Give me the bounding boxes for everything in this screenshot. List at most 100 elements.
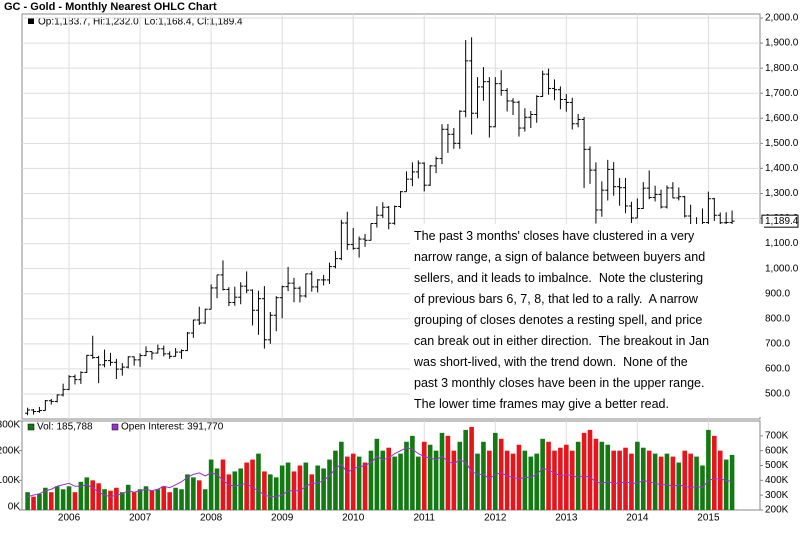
y-tick-label: 1,800.0 (765, 63, 799, 74)
volume-bar (593, 438, 599, 510)
y-tick-label: 1,400.0 (765, 163, 799, 174)
volume-bar (102, 489, 107, 510)
x-tick-label: 2009 (271, 513, 294, 524)
volume-bar (315, 465, 320, 510)
volume-bar (31, 496, 36, 510)
volume-bar (528, 456, 534, 510)
volume-bar (516, 444, 522, 510)
volume-bar (37, 493, 42, 510)
volume-bar (362, 462, 368, 510)
volume-bar (108, 490, 113, 510)
y-tick-label: 200K (0, 445, 20, 456)
annotation-line: narrow range, a sign of balance between … (414, 250, 706, 264)
volume-bar (463, 429, 468, 510)
volume-bar (161, 486, 167, 510)
volume-bar (640, 447, 646, 510)
volume-bar (635, 441, 640, 510)
volume-bar (173, 487, 178, 510)
volume-bar (670, 456, 676, 510)
volume-bar (652, 453, 658, 510)
volume-bar (575, 441, 581, 510)
volume-bar (96, 483, 101, 510)
x-tick-label: 2008 (200, 513, 223, 524)
annotation-line: The past 3 months' closes have clustered… (414, 229, 695, 243)
volume-bar (706, 429, 711, 510)
volume-bar (451, 450, 457, 510)
volume-bar (581, 432, 587, 510)
y2-tick-label: 400K (765, 475, 789, 486)
volume-bar (629, 453, 634, 510)
volume-bar (256, 453, 261, 510)
volume-bar (262, 471, 267, 510)
volume-bar (558, 447, 563, 510)
volume-bar (125, 484, 131, 510)
last-price-box (761, 214, 799, 228)
volume-bar (623, 447, 628, 510)
volume-bar (546, 441, 551, 510)
volume-bar (250, 459, 255, 510)
annotation: The past 3 months' closes have clustered… (410, 224, 764, 417)
volume-bar (439, 432, 445, 510)
volume-bar (492, 432, 498, 510)
annotation-line: was short-lived, with the trend down. No… (414, 355, 688, 369)
y-tick-label: 0K (8, 502, 21, 513)
volume-bar (605, 444, 611, 510)
y-tick-label: 600.0 (765, 364, 790, 375)
volume-bar (54, 486, 60, 510)
volume-bar (534, 453, 540, 510)
volume-bar (569, 450, 575, 510)
volume-bar (712, 435, 717, 510)
legend-entry: Open Interest: 391,770 (121, 422, 224, 433)
y-tick-label: 1,300.0 (765, 188, 799, 199)
volume-bar (404, 441, 409, 510)
volume-bar (72, 492, 78, 510)
volume-bar (120, 492, 125, 510)
volume-bar (285, 462, 291, 510)
y-tick-label: 1,700.0 (765, 88, 799, 99)
legend-entry: Vol: 185,788 (37, 422, 93, 433)
legend-swatch (111, 423, 119, 431)
volume-bar (244, 462, 249, 510)
x-tick-label: 2010 (342, 513, 365, 524)
volume-bar (66, 486, 72, 510)
y2-tick-label: 300K (765, 490, 789, 501)
volume-bar (297, 465, 303, 510)
volume-bar (694, 456, 699, 510)
legend-swatch (27, 423, 35, 431)
volume-bar (167, 492, 172, 510)
volume-bar (208, 459, 214, 510)
volume-bar (380, 450, 386, 510)
volume-bar (191, 477, 196, 510)
x-tick-label: 2006 (58, 513, 81, 524)
volume-bar (202, 489, 208, 510)
volume-bar (504, 450, 510, 510)
y-tick-label: 900.0 (765, 288, 790, 299)
volume-bar (498, 438, 504, 510)
volume-bar (487, 450, 492, 510)
y-tick-label: 1,000.0 (765, 263, 799, 274)
annotation-line: The lower time frames may give a better … (414, 397, 669, 411)
volume-bar (416, 456, 421, 510)
y-tick-label: 700.0 (765, 338, 790, 349)
y-tick-label: 1,100.0 (765, 238, 799, 249)
volume-bar (84, 477, 90, 510)
volume-bar (445, 435, 451, 510)
volume-bar (143, 486, 149, 510)
volume-bar (238, 468, 244, 510)
volume-bar (611, 450, 616, 510)
y2-tick-label: 500K (765, 460, 789, 471)
volume-bar (60, 489, 66, 510)
x-tick-label: 2014 (626, 513, 649, 524)
volume-bar (309, 474, 315, 510)
open-interest-line (27, 447, 733, 498)
volume-bar (676, 462, 682, 510)
y-tick-label: 1,900.0 (765, 38, 799, 49)
volume-bar (114, 487, 119, 510)
volume-bar (688, 453, 693, 510)
volume-bar (43, 487, 48, 510)
volume-bar (510, 453, 516, 510)
volume-bar (433, 450, 439, 510)
volume-bar (356, 456, 362, 510)
volume-bar (664, 453, 670, 510)
